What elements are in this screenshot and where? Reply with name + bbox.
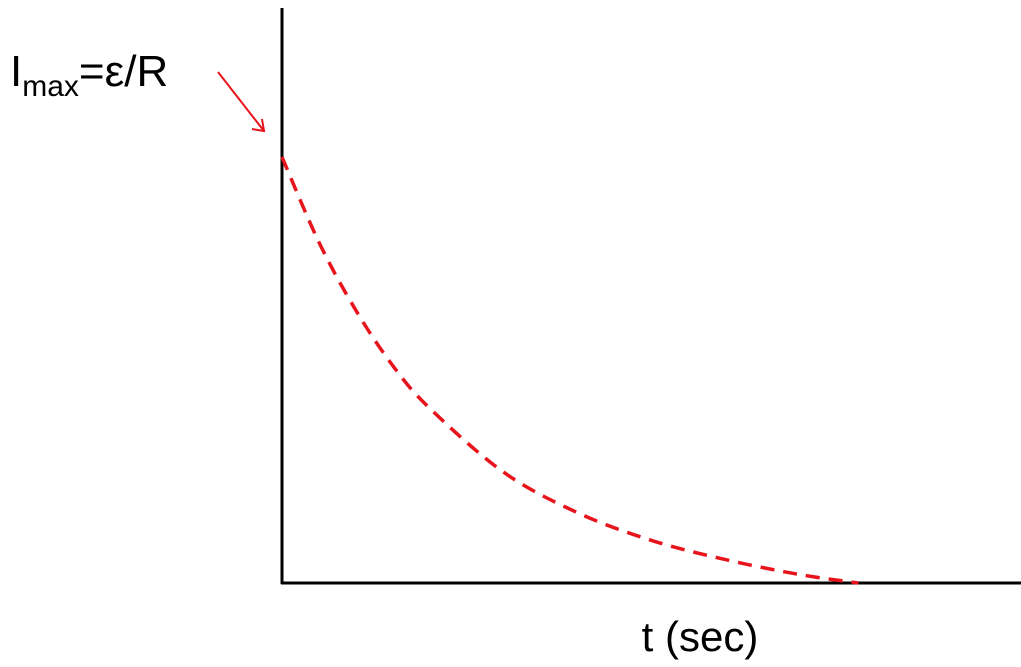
x-axis-label: t (sec) (642, 613, 759, 660)
decay-curve-series-line (280, 156, 859, 585)
imax-label-main: I (10, 47, 22, 96)
imax-annotation: Imax=ε/R (10, 47, 266, 133)
curve-layer (280, 156, 859, 585)
annotation-arrow-head-icon (251, 118, 266, 133)
imax-label-rest: =ε/R (79, 47, 168, 96)
imax-label-subscript: max (22, 70, 79, 103)
imax-label: Imax=ε/R (10, 47, 168, 103)
annotation-arrow-shaft (217, 71, 265, 132)
axes (280, 8, 1021, 585)
